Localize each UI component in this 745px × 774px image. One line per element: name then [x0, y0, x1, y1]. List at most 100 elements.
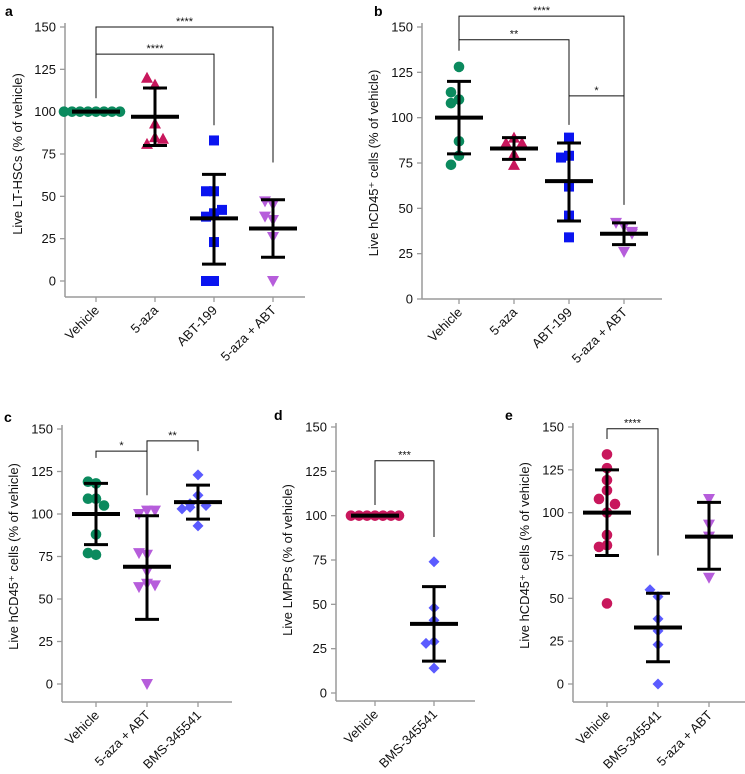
x-tick-label: 5-aza	[128, 302, 162, 336]
data-point	[184, 501, 196, 513]
data-point	[508, 158, 520, 170]
data-point	[609, 498, 621, 510]
significance-bracket	[146, 440, 199, 452]
group-5-aza-abt	[123, 505, 171, 690]
y-tick-label: 25	[399, 246, 413, 261]
data-point	[192, 469, 204, 481]
x-tick-label: 5-aza + ABT	[654, 707, 715, 768]
significance-label: *	[119, 440, 124, 452]
data-point	[141, 679, 153, 690]
panel-a: a 0 25 50 75 100 125 150 Live LT-HSCs (% of vehi…	[5, 3, 305, 364]
data-point	[618, 246, 630, 258]
y-tick-label: 0	[557, 677, 564, 692]
data-point	[445, 97, 457, 109]
panel-label: b	[374, 3, 383, 19]
y-tick-label: 100	[34, 104, 56, 119]
significance-bracket	[374, 460, 435, 537]
group-5-aza	[490, 131, 538, 170]
y-tick-label: 0	[46, 677, 53, 692]
data-point	[428, 662, 440, 674]
y-tick-label: 100	[542, 505, 564, 520]
data-point	[149, 505, 161, 517]
y-tick-label: 125	[391, 65, 413, 80]
y-axis-label: Live LMPPs (% of vehicle)	[280, 484, 295, 636]
y-tick-label: 150	[391, 20, 413, 35]
data-point	[157, 132, 169, 144]
panel-label: d	[274, 407, 283, 423]
data-point	[209, 276, 219, 286]
x-tick-label: Vehicle	[573, 708, 613, 748]
data-point	[267, 276, 279, 287]
y-tick-label: 100	[31, 507, 53, 522]
y-tick-label: 25	[313, 641, 327, 656]
x-tick-label: 5-aza + ABT	[218, 302, 279, 363]
panel-e: e 0 25 50 75 100 125 150 Live hCD45⁺ cells (% of…	[505, 407, 745, 772]
data-point	[141, 71, 153, 83]
y-tick-label: 25	[39, 634, 53, 649]
group-bms-345541	[174, 469, 222, 532]
group-vehicle	[345, 510, 405, 521]
data-point	[652, 678, 664, 690]
panel-label: e	[505, 407, 513, 423]
data-point	[593, 541, 605, 553]
data-point	[90, 549, 102, 561]
data-point	[593, 493, 605, 505]
data-point	[259, 211, 271, 223]
data-point	[445, 86, 457, 98]
y-tick-label: 75	[39, 549, 53, 564]
y-tick-label: 150	[34, 20, 56, 35]
y-axis-label: Live hCD45⁺ cells (% of vehicle)	[366, 70, 381, 257]
significance-label: ****	[176, 16, 194, 28]
panel-label: a	[5, 3, 13, 19]
y-tick-label: 50	[39, 592, 53, 607]
group-bms-345541	[410, 556, 458, 674]
data-point	[703, 572, 715, 584]
significance-bracket	[95, 26, 274, 163]
group-vehicle	[58, 106, 126, 117]
y-axis-label: Live LT-HSCs (% of vehicle)	[10, 73, 25, 235]
x-tick-label: Vehicle	[425, 305, 465, 345]
data-point	[82, 476, 94, 488]
y-tick-label: 150	[31, 422, 53, 437]
data-point	[201, 186, 211, 197]
y-tick-label: 125	[31, 464, 53, 479]
data-point	[82, 493, 94, 505]
data-point	[445, 159, 457, 171]
y-tick-label: 25	[550, 634, 564, 649]
significance-label: ****	[146, 43, 164, 55]
group-abt-199	[545, 132, 593, 243]
significance-bracket	[458, 39, 570, 125]
data-point	[149, 580, 161, 592]
data-point	[564, 232, 574, 243]
group-5-aza-abt	[600, 217, 648, 258]
y-tick-label: 125	[305, 464, 327, 479]
data-point	[428, 556, 440, 568]
data-point	[82, 547, 94, 559]
data-point	[420, 637, 432, 649]
significance-label: *	[594, 85, 599, 97]
data-point	[601, 449, 613, 460]
data-point	[58, 106, 70, 117]
group-vehicle	[72, 476, 120, 561]
significance-label: ***	[398, 450, 412, 462]
x-tick-label: 5-aza	[487, 304, 521, 338]
data-point	[217, 204, 227, 215]
significance-label: **	[510, 29, 519, 41]
data-point	[133, 548, 145, 560]
y-axis-label: Live hCD45⁺ cells (% of vehicle)	[517, 462, 532, 649]
significance-label: **	[168, 430, 177, 442]
group-abt-199	[190, 135, 238, 286]
y-tick-label: 75	[399, 156, 413, 171]
significance-bracket	[606, 428, 659, 556]
group-5-aza	[131, 71, 179, 149]
group-vehicle	[583, 449, 631, 609]
group-5-aza-abt	[249, 196, 297, 287]
data-point	[201, 276, 211, 286]
data-point	[601, 598, 613, 609]
data-point	[516, 137, 528, 149]
data-point	[133, 582, 145, 594]
x-tick-label: Vehicle	[341, 707, 381, 747]
group-5-aza-abt	[685, 493, 733, 584]
data-point	[556, 152, 566, 163]
